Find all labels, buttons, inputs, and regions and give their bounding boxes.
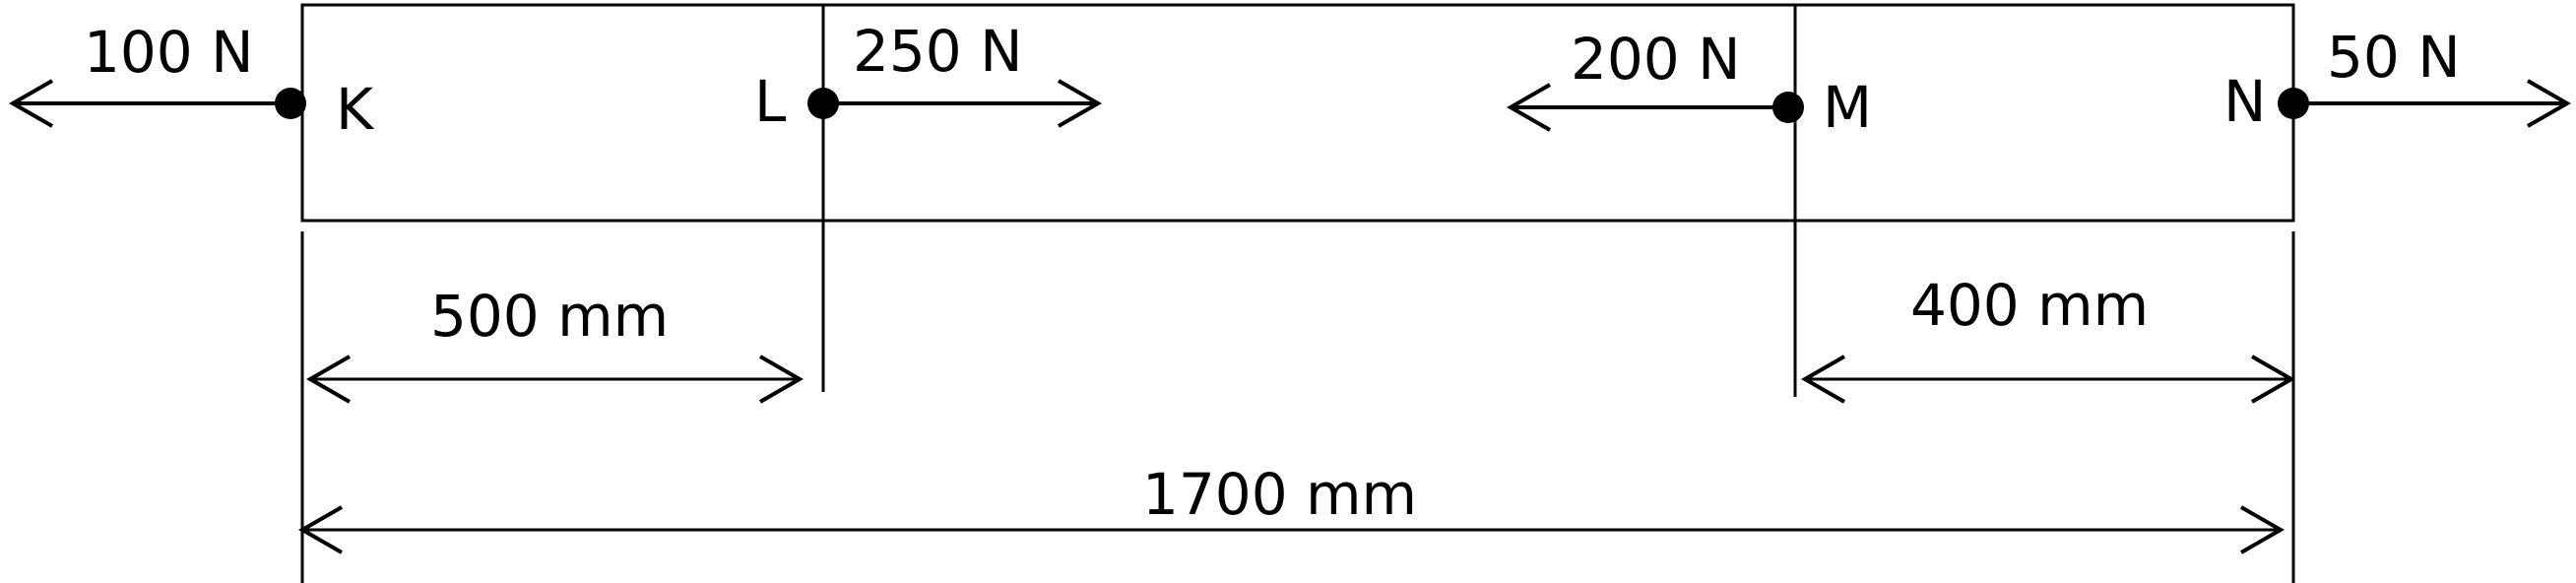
point-label-m: M [1823,74,1872,141]
dimension-label-kl: 500 mm [430,283,669,350]
point-dot-l [807,88,839,119]
point-dot-n [2278,88,2309,119]
force-label-l: 250 N [853,18,1023,85]
force-arrow-m [1506,83,1788,132]
force-arrow-l [823,79,1103,128]
dimension-arrow-kn [297,505,2286,554]
force-label-n: 50 N [2327,24,2461,91]
force-arrow-k [8,79,290,128]
force-arrow-n [2293,79,2572,128]
dimension-label-mn: 400 mm [1910,272,2149,339]
dimension-arrow-kl [305,355,805,404]
point-dot-k [275,88,306,119]
point-label-l: L [754,68,786,135]
point-dot-m [1772,92,1804,123]
force-label-m: 200 N [1571,26,1741,93]
point-label-n: N [2223,68,2266,135]
force-label-k: 100 N [84,19,254,86]
point-label-k: K [336,76,375,143]
beam [300,3,2295,223]
dimension-label-kn: 1700 mm [1142,461,1417,528]
dimension-arrow-mn [1800,355,2296,404]
